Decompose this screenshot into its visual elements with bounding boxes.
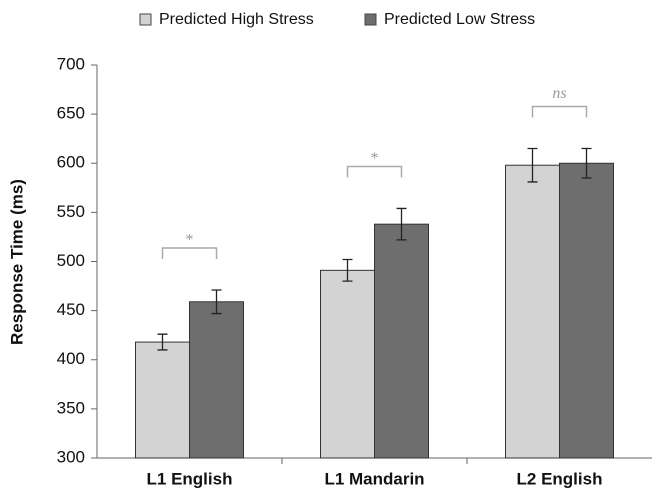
significance-bracket (346, 165, 403, 178)
bar (559, 162, 614, 459)
error-bar (527, 147, 538, 183)
x-tick-label: L1 Mandarin (324, 469, 424, 488)
y-tick-label: 650 (57, 104, 85, 123)
y-tick-label: 600 (57, 153, 85, 172)
error-bar (396, 207, 407, 241)
y-tick-label: 400 (57, 349, 85, 368)
y-tick-label: 700 (57, 54, 85, 73)
error-bar (211, 289, 222, 315)
error-bar (157, 333, 168, 351)
significance-label: * (371, 150, 379, 167)
legend-swatch (139, 13, 152, 26)
legend-swatch (364, 13, 377, 26)
bar (135, 341, 190, 459)
y-axis-title: Response Time (ms) (7, 179, 26, 345)
x-tick-label: L1 English (147, 469, 233, 488)
bar (374, 223, 429, 459)
bar (189, 301, 244, 459)
x-tick-label: L2 English (517, 469, 603, 488)
legend-label: Predicted Low Stress (384, 11, 535, 28)
y-tick-label: 450 (57, 300, 85, 319)
bar (505, 164, 560, 459)
y-tick-label: 300 (57, 447, 85, 466)
legend-label: Predicted High Stress (159, 11, 314, 28)
bar (320, 269, 375, 459)
error-bar (342, 258, 353, 282)
y-tick-label: 500 (57, 251, 85, 270)
y-tick-label: 550 (57, 202, 85, 221)
significance-bracket (531, 105, 588, 118)
significance-label: ns (552, 85, 566, 102)
error-bar (581, 147, 592, 179)
significance-label: * (186, 232, 194, 249)
y-tick-label: 350 (57, 398, 85, 417)
significance-bracket (161, 247, 218, 259)
